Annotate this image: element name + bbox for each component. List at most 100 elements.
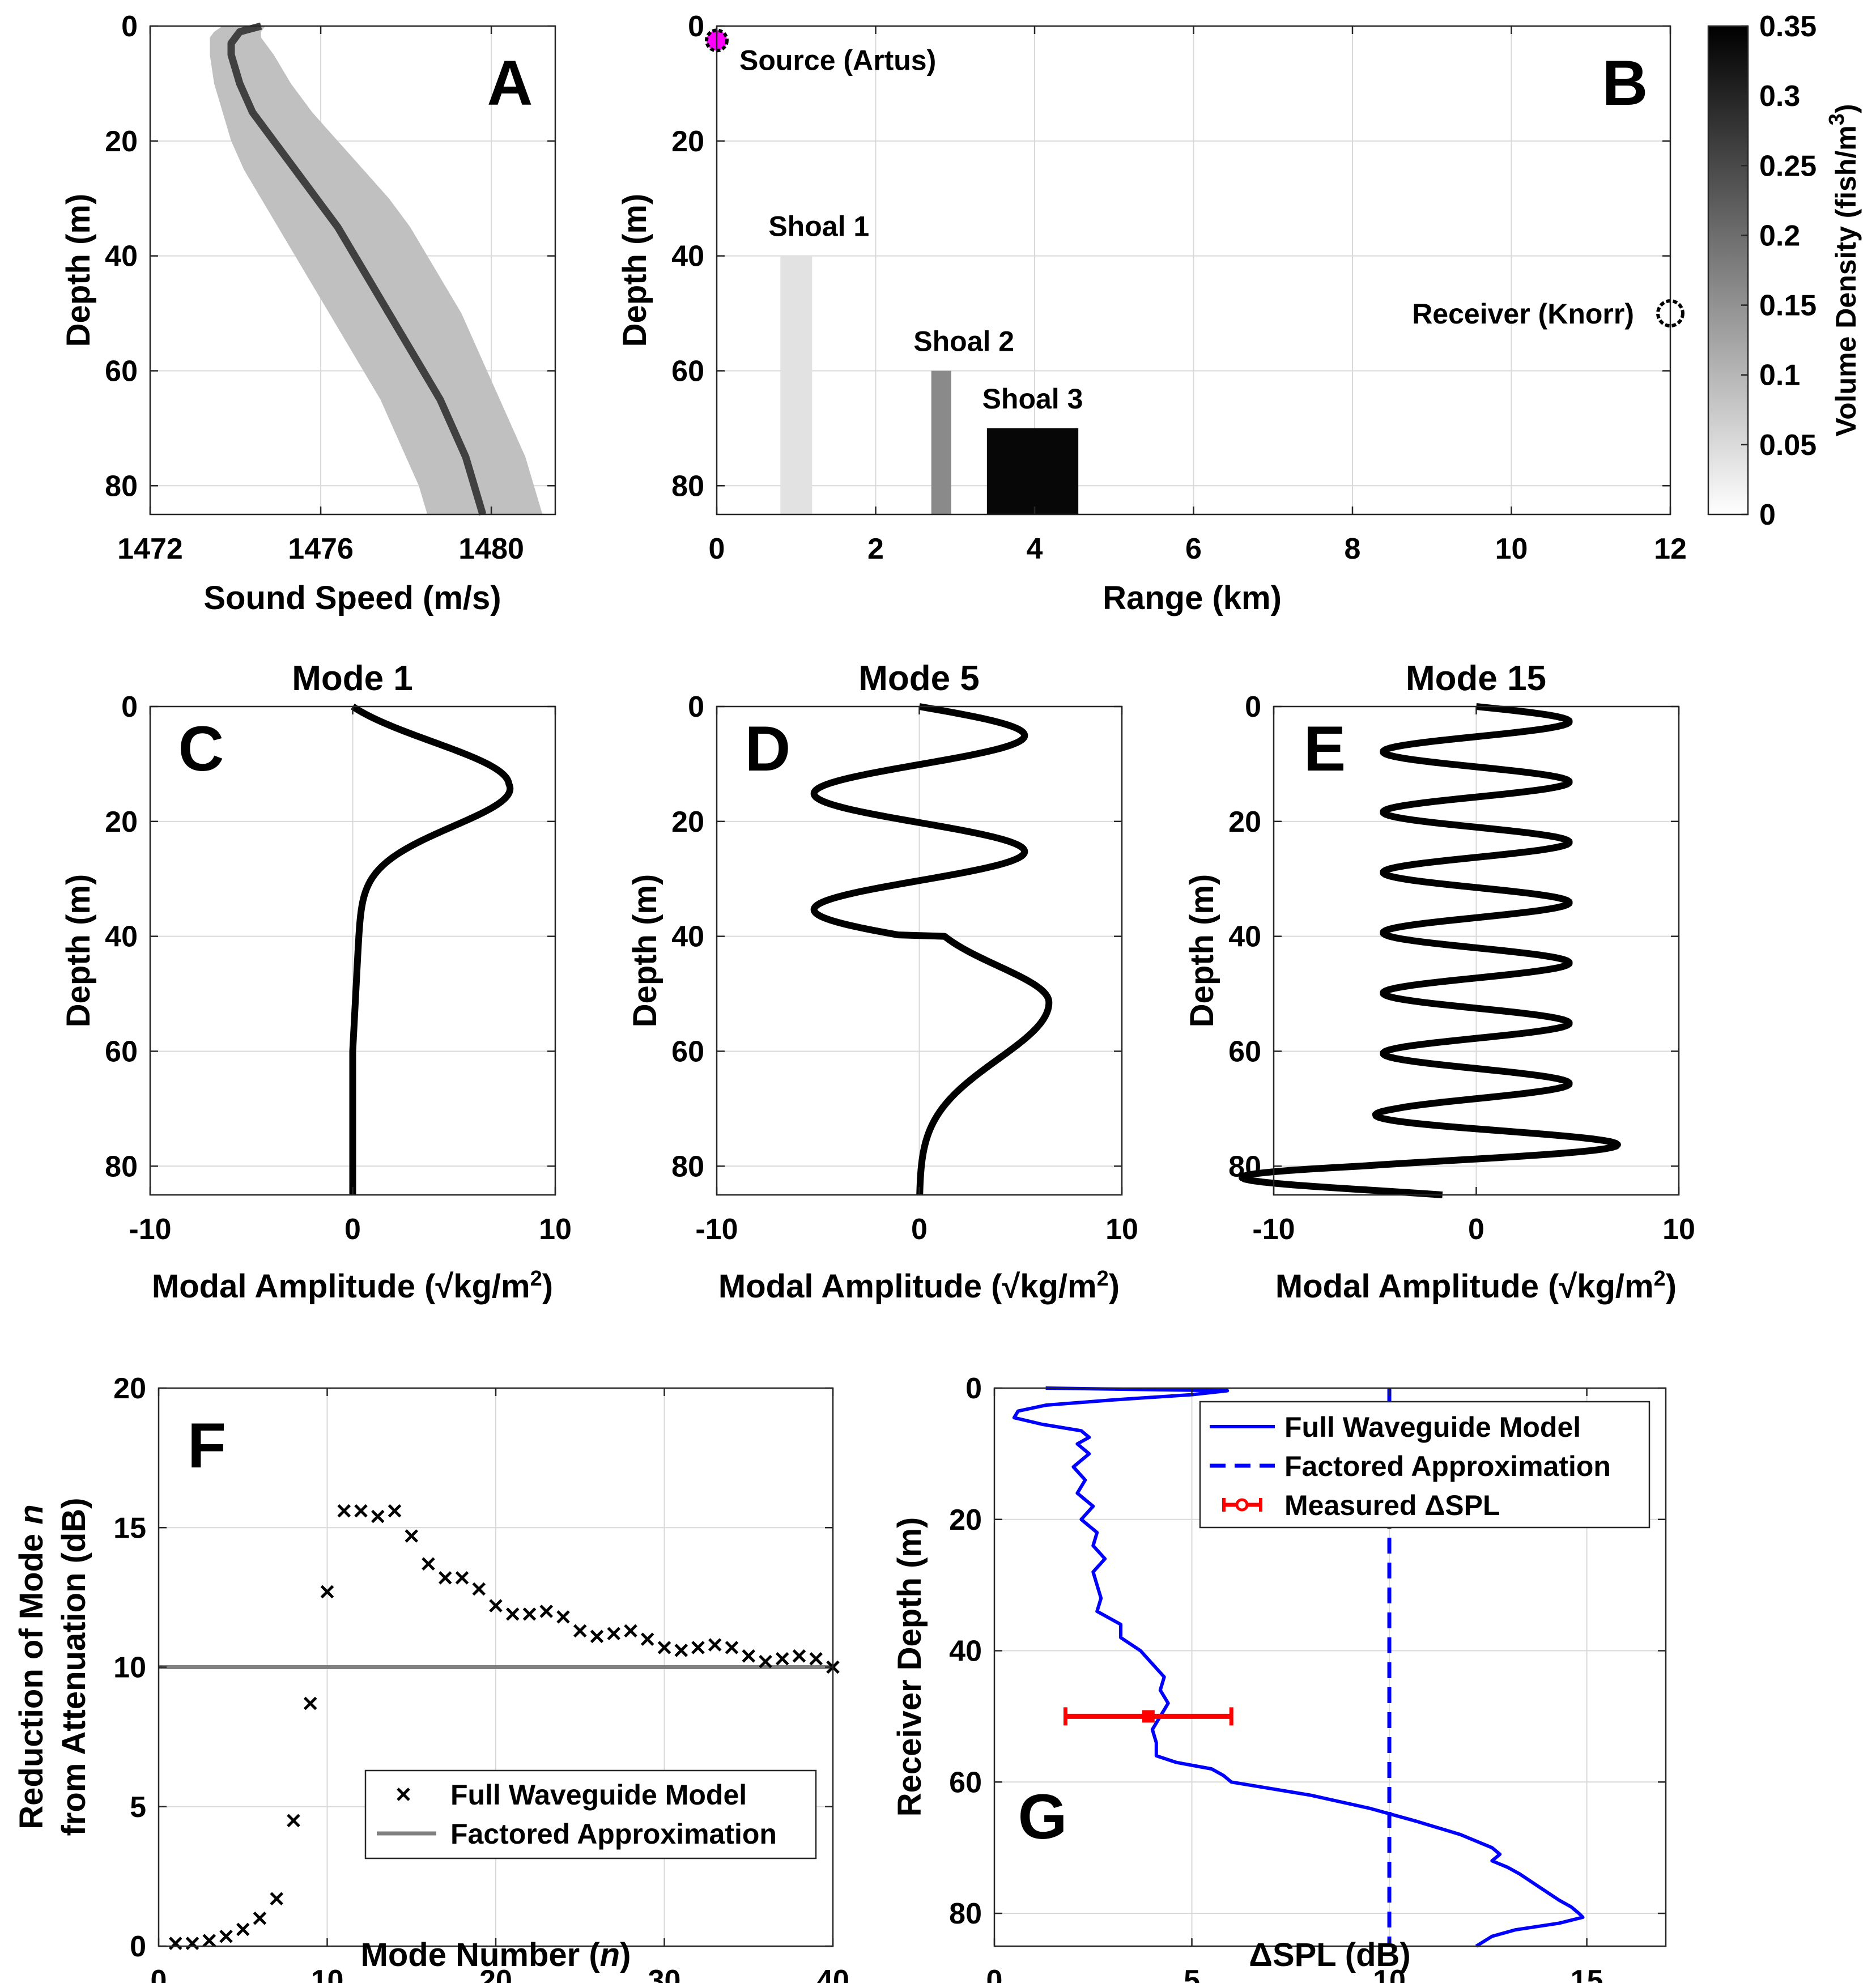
shoal-2 bbox=[931, 371, 951, 514]
y-axis-label: Receiver Depth (m) bbox=[891, 1517, 928, 1817]
y-tick-label: 20 bbox=[105, 125, 138, 158]
y-tick-label: 0 bbox=[121, 691, 138, 724]
colorbar-tick-label: 0 bbox=[1759, 499, 1776, 531]
colorbar-tick-label: 0.05 bbox=[1759, 429, 1817, 462]
data-point-marker bbox=[539, 1605, 554, 1618]
x-tick-label: 30 bbox=[648, 1964, 681, 1983]
text-part: Volume Density (fish/m bbox=[1830, 125, 1862, 436]
data-point-marker bbox=[438, 1571, 452, 1585]
y-tick-label: 0 bbox=[121, 10, 138, 43]
text-part: ) bbox=[1830, 104, 1862, 114]
x-axis-label: Sound Speed (m/s) bbox=[203, 580, 501, 616]
x-axis-label: Modal Amplitude (√kg/m2) bbox=[152, 1267, 553, 1305]
legend-entry-3: Measured ΔSPL bbox=[1284, 1490, 1500, 1521]
data-point-marker bbox=[472, 1582, 486, 1596]
shoal-label: Shoal 1 bbox=[768, 211, 869, 242]
mode-shape-line bbox=[1239, 703, 1621, 1198]
text-part: n bbox=[13, 1504, 50, 1524]
panel-c: -10 0 10 0 20 40 60 80 Mode 1 Modal Amplitude (√k… bbox=[60, 659, 572, 1305]
data-point-marker bbox=[674, 1644, 688, 1657]
x-tick-label: 6 bbox=[1185, 533, 1202, 565]
panel-title: Mode 5 bbox=[858, 659, 980, 698]
shoal-1 bbox=[780, 256, 812, 514]
data-point-marker bbox=[775, 1652, 789, 1666]
axes-frame bbox=[993, 1387, 1667, 1947]
data-point-marker bbox=[505, 1607, 520, 1621]
x-tick-label: 12 bbox=[1654, 533, 1687, 565]
colorbar-tick-label: 0.3 bbox=[1759, 80, 1800, 113]
data-point-marker bbox=[287, 1814, 300, 1828]
y-tick-label: 60 bbox=[671, 355, 704, 388]
x-tick-label: 4 bbox=[1027, 533, 1043, 565]
y-tick-label: 5 bbox=[130, 1791, 146, 1824]
x-tick-label: 10 bbox=[311, 1964, 344, 1983]
text-part: Modal Amplitude (√kg/m bbox=[152, 1268, 530, 1305]
y-tick-label: 60 bbox=[949, 1766, 982, 1799]
panel-title: Mode 1 bbox=[292, 659, 413, 698]
shoal-label: Shoal 2 bbox=[913, 325, 1014, 357]
full-waveguide-line bbox=[1012, 1386, 1585, 1948]
x-tick-label: 0 bbox=[709, 533, 725, 565]
y-tick-label: 40 bbox=[1228, 921, 1261, 954]
data-point-marker bbox=[742, 1649, 756, 1663]
x-tick-label: 20 bbox=[479, 1964, 512, 1983]
data-point-marker bbox=[303, 1696, 317, 1710]
data-point-marker bbox=[253, 1911, 267, 1925]
text-part: n bbox=[600, 1937, 620, 1973]
legend-marker bbox=[397, 1788, 410, 1801]
x-tick-label: 0 bbox=[151, 1964, 167, 1983]
legend-box bbox=[1199, 1401, 1650, 1529]
y-tick-label: 60 bbox=[105, 1035, 138, 1068]
x-axis-label: Range (km) bbox=[1103, 580, 1282, 616]
panel-a: 1472 1476 1480 0 20 40 60 80 Sound Speed (m/s) De… bbox=[60, 10, 556, 616]
data-point-marker bbox=[809, 1652, 823, 1666]
data-point-marker bbox=[489, 1599, 503, 1612]
colorbar-label: Volume Density (fish/m3) bbox=[1825, 104, 1862, 437]
text-part: ) bbox=[1666, 1268, 1677, 1305]
data-point-marker bbox=[759, 1654, 772, 1669]
x-tick-label: 1480 bbox=[458, 533, 524, 565]
data-point-marker bbox=[202, 1934, 216, 1947]
data-point-marker bbox=[691, 1641, 705, 1654]
y-tick-label: 10 bbox=[113, 1652, 146, 1684]
mode-shape-line bbox=[810, 703, 1053, 1197]
x-tick-label: 15 bbox=[1571, 1964, 1603, 1983]
data-point-marker bbox=[573, 1624, 587, 1638]
x-tick-label: 0 bbox=[986, 1964, 1003, 1983]
y-tick-label: 40 bbox=[671, 240, 704, 273]
y-tick-label: 20 bbox=[1228, 806, 1261, 839]
x-tick-label: 10 bbox=[1495, 533, 1528, 565]
y-tick-label: 60 bbox=[105, 355, 138, 388]
x-axis-label: ΔSPL (dB) bbox=[1249, 1937, 1411, 1973]
x-tick-label: 10 bbox=[1373, 1964, 1406, 1983]
x-tick-label: 10 bbox=[1105, 1213, 1138, 1246]
x-tick-label: 1472 bbox=[117, 533, 183, 565]
measured-point bbox=[1142, 1710, 1155, 1723]
receiver-label: Receiver (Knorr) bbox=[1412, 298, 1634, 330]
colorbar: 0 0.05 0.1 0.15 0.2 0.25 0.3 0.35 Volume Density… bbox=[1707, 10, 1862, 531]
text-part: Reduction of Mode bbox=[13, 1525, 50, 1829]
panel-e: -10 0 10 0 20 40 60 80 Mode 15 Modal Amplitude (√… bbox=[1184, 659, 1695, 1305]
data-point-marker bbox=[590, 1629, 604, 1644]
text-part: ) bbox=[542, 1268, 553, 1305]
panel-title: Mode 15 bbox=[1406, 659, 1546, 698]
panel-g: 0 5 10 15 0 20 40 60 80 ΔSPL (dB) Receiver Depth (… bbox=[891, 1372, 1667, 1983]
text-part: 2 bbox=[1654, 1267, 1666, 1291]
y-tick-label: 20 bbox=[671, 806, 704, 839]
x-tick-label: -10 bbox=[1252, 1213, 1295, 1246]
y-tick-label: 0 bbox=[688, 691, 704, 724]
y-tick-label: 20 bbox=[105, 806, 138, 839]
data-point-marker bbox=[725, 1641, 739, 1654]
y-tick-label: 60 bbox=[671, 1035, 704, 1068]
text-part: 2 bbox=[530, 1267, 542, 1291]
x-tick-label: 40 bbox=[816, 1964, 849, 1983]
x-axis-label: Modal Amplitude (√kg/m2) bbox=[1275, 1267, 1677, 1305]
y-tick-label: 15 bbox=[113, 1512, 146, 1544]
data-point-marker bbox=[270, 1892, 284, 1906]
x-tick-label: 5 bbox=[1184, 1964, 1200, 1983]
data-point-marker bbox=[337, 1504, 351, 1518]
y-tick-label: 40 bbox=[105, 240, 138, 273]
y-tick-label: 80 bbox=[671, 1150, 704, 1183]
